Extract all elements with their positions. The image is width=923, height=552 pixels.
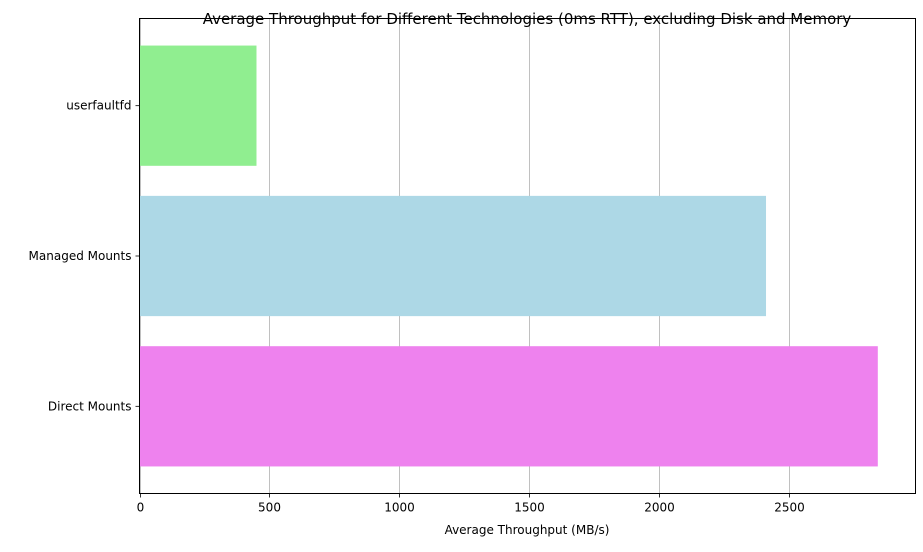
bar-managed-mounts bbox=[139, 195, 767, 317]
y-tick-label: userfaultfd bbox=[66, 99, 131, 113]
chart-title: Average Throughput for Different Technol… bbox=[203, 10, 852, 28]
x-tick-label: 2500 bbox=[774, 501, 805, 515]
bar-userfaultfd bbox=[139, 45, 257, 166]
x-axis-label: Average Throughput (MB/s) bbox=[445, 523, 610, 537]
bar-direct-mounts bbox=[139, 346, 878, 467]
y-ticks: Direct Mounts Managed Mounts userfaultfd bbox=[29, 99, 140, 413]
x-tick-label: 500 bbox=[258, 501, 281, 515]
bars bbox=[139, 45, 878, 467]
x-tick-label: 2000 bbox=[644, 501, 675, 515]
x-tick-label: 1000 bbox=[384, 501, 415, 515]
y-tick-label: Managed Mounts bbox=[29, 249, 132, 263]
y-tick-label: Direct Mounts bbox=[48, 399, 132, 413]
x-tick-label: 1500 bbox=[514, 501, 545, 515]
x-ticks: 0 500 1000 1500 2000 2500 bbox=[137, 493, 805, 515]
x-tick-label: 0 bbox=[137, 501, 145, 515]
